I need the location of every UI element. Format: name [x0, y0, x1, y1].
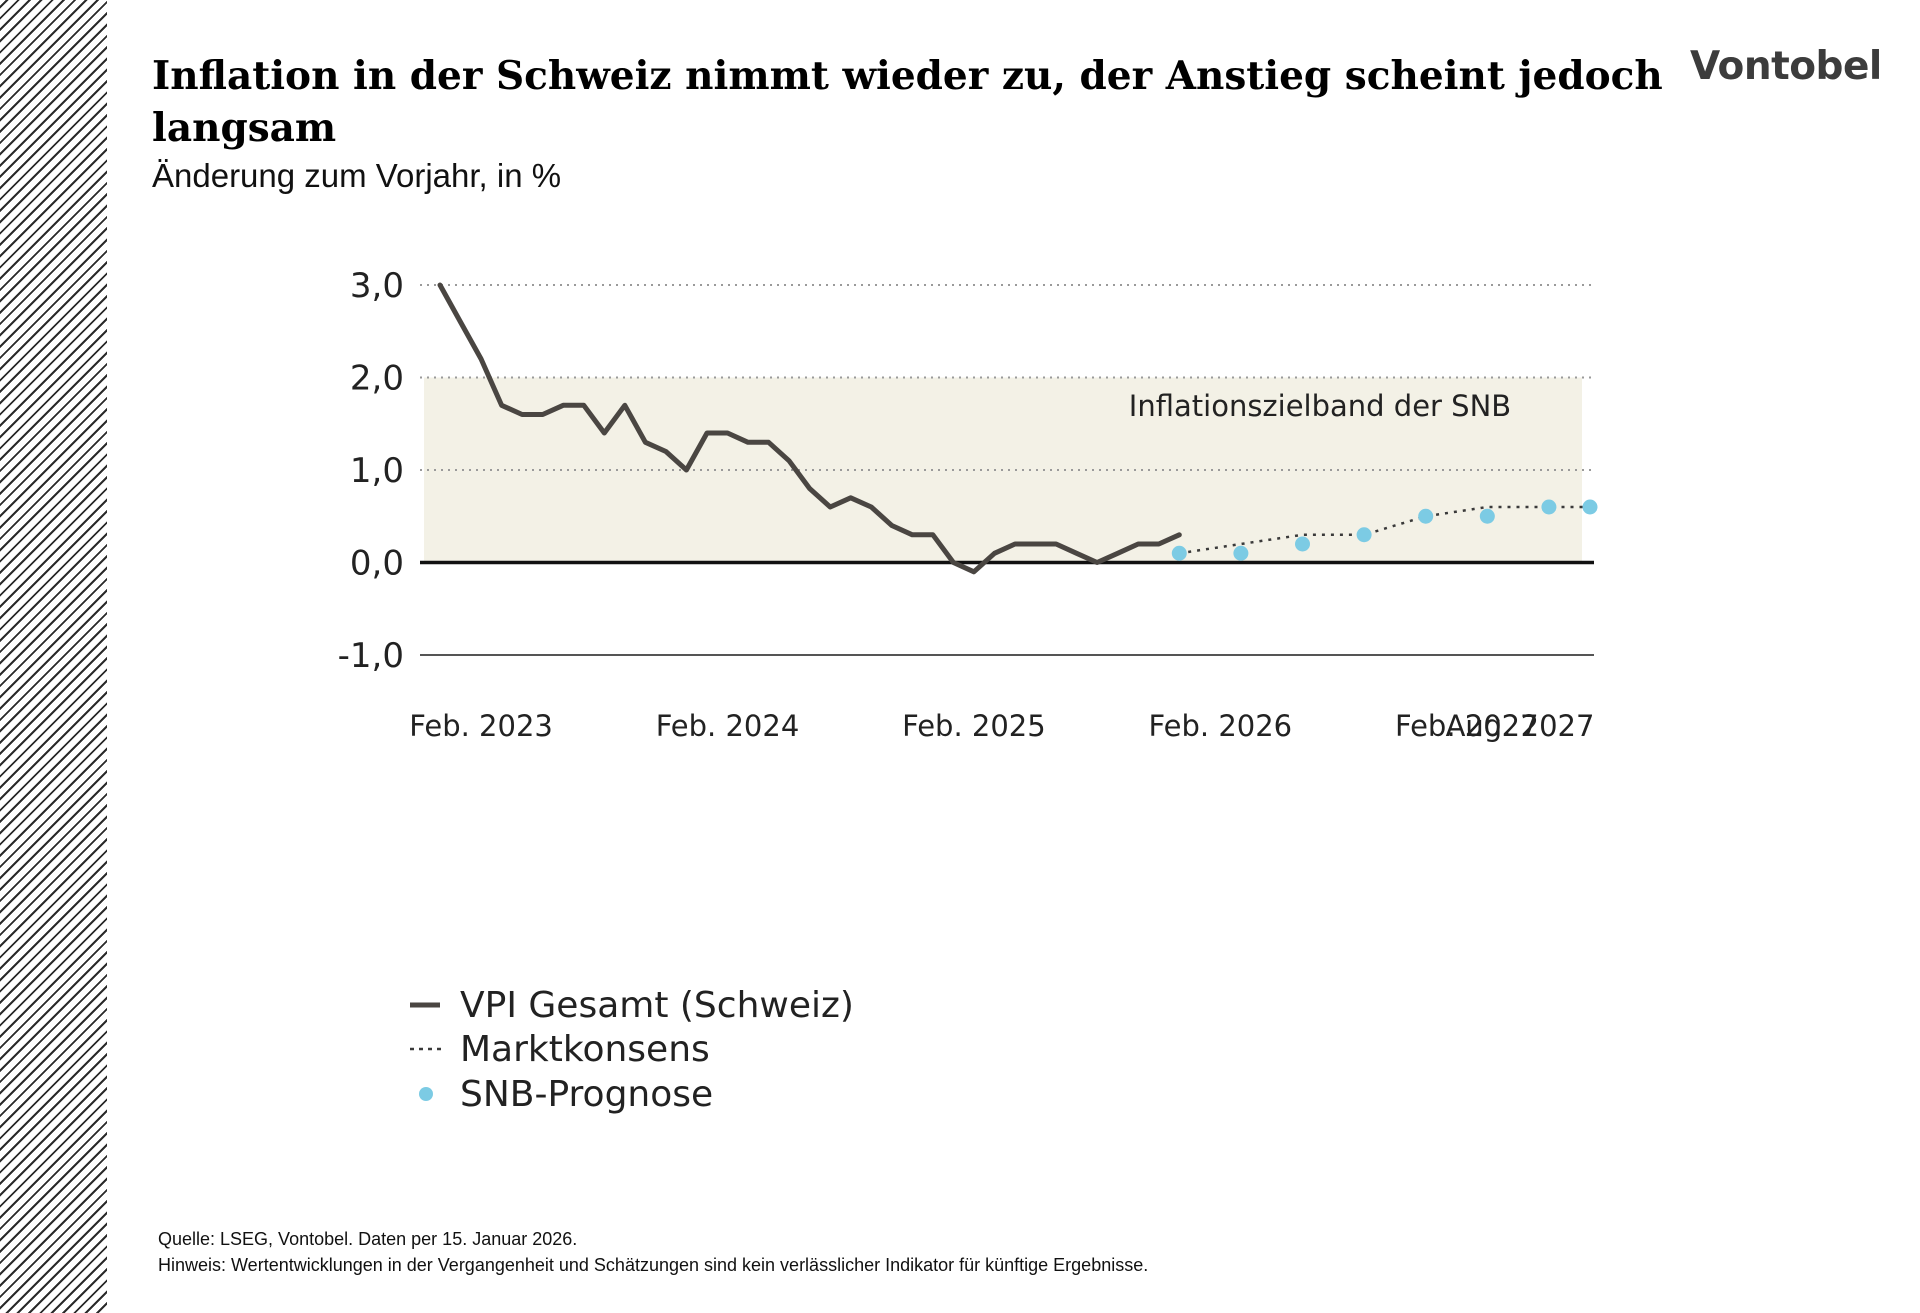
footer: Quelle: LSEG, Vontobel. Daten per 15. Ja…	[158, 1226, 1148, 1278]
legend-label-consensus: Marktkonsens	[460, 1029, 710, 1070]
decorative-stripe-bar	[0, 0, 107, 1313]
target-band-label: Inflationszielband der SNB	[1129, 389, 1511, 423]
chart-title: Inflation in der Schweiz nimmt wieder zu…	[152, 53, 1663, 151]
x-axis-ticks: Feb. 2023 Feb. 2024 Feb. 2025 Feb. 2026 Feb.…	[409, 709, 1594, 743]
snb-forecast-point	[1356, 527, 1372, 543]
x-tick-label: Feb. 2026	[1149, 709, 1293, 743]
legend-swatch-forecast	[419, 1087, 433, 1101]
snb-forecast-point	[1479, 508, 1495, 524]
snb-forecast-point	[1541, 499, 1557, 515]
y-tick-label: 1,0	[350, 451, 404, 491]
snb-forecast-point	[1295, 536, 1310, 552]
chart-subtitle: Änderung zum Vorjahr, in %	[152, 157, 562, 194]
series-layer	[437, 282, 1598, 575]
source-note: Quelle: LSEG, Vontobel. Daten per 15. Ja…	[158, 1229, 578, 1249]
snb-forecast-point	[1171, 545, 1187, 561]
y-tick-label: 2,0	[350, 359, 404, 399]
series-line-consensus	[1179, 505, 1590, 555]
x-tick-label: Feb. 2024	[656, 709, 800, 743]
x-tick-label: Aug. 2027	[1446, 709, 1595, 743]
y-tick-label: 0,0	[350, 544, 404, 584]
y-tick-label: 3,0	[350, 266, 404, 306]
legend-label-forecast: SNB-Prognose	[460, 1074, 713, 1115]
grid-lines	[420, 284, 1594, 656]
x-tick-label: Feb. 2025	[902, 709, 1046, 743]
legend: VPI Gesamt (Schweiz) Marktkonsens SNB-Pr…	[410, 985, 854, 1115]
snb-forecast-point	[1418, 508, 1434, 524]
y-tick-label: -1,0	[338, 636, 404, 676]
x-tick-label: Feb. 2023	[409, 709, 553, 743]
y-axis-ticks: 3,0 2,0 1,0 0,0 -1,0	[338, 266, 404, 676]
disclaimer-note: Hinweis: Wertentwicklungen in der Vergan…	[158, 1255, 1149, 1275]
legend-label-vpi: VPI Gesamt (Schweiz)	[460, 985, 854, 1026]
snb-forecast-point	[1233, 545, 1249, 561]
snb-forecast-point	[1582, 499, 1598, 515]
series-line-vpi	[437, 282, 1182, 575]
brand-logo: Vontobel	[1690, 44, 1882, 89]
x-tick-label: Feb. 2027	[1395, 709, 1539, 743]
